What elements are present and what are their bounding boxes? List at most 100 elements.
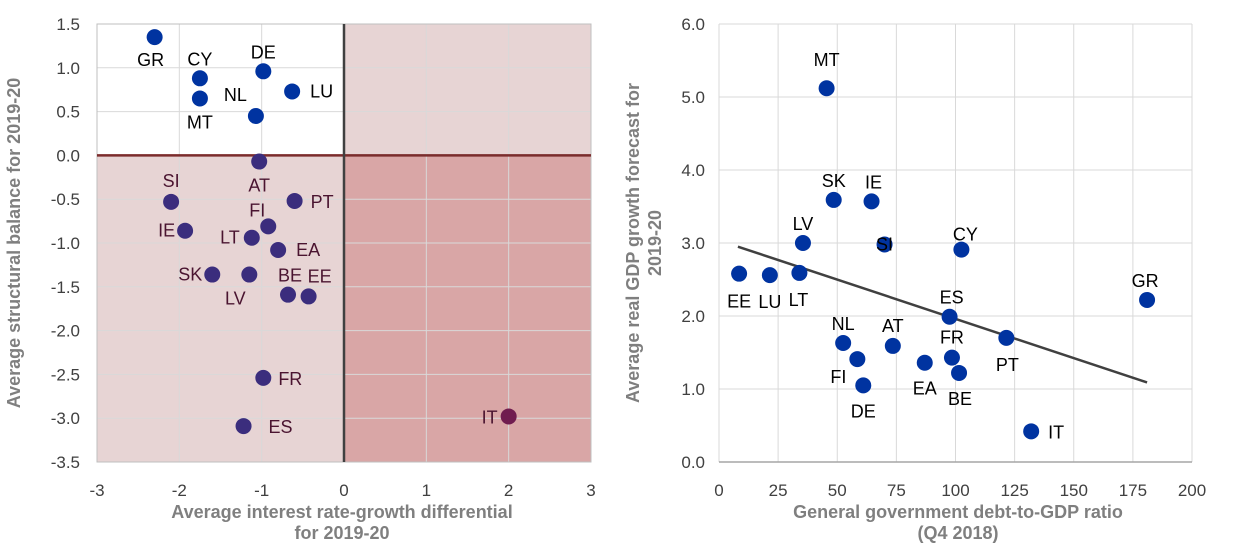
right-point-ee	[731, 265, 748, 282]
left-xtick-label: 3	[586, 481, 595, 500]
right-point-label-gr: GR	[1132, 271, 1159, 291]
left-yaxis-title: Average structural balance for 2019-20	[4, 78, 24, 409]
right-point-label-nl: NL	[832, 314, 855, 334]
right-point-mt	[818, 80, 835, 97]
left-point-label-es: ES	[269, 417, 293, 437]
left-chart: -3 -2 -1 0 1 2 3 1.5 1.0 0.5 0.0 -0.5 -1.0 -1.5 -2.0 -2…	[4, 15, 596, 543]
right-point-label-cy: CY	[953, 225, 978, 245]
left-point-sk	[204, 266, 221, 283]
right-xtick-label: 0	[714, 481, 723, 500]
right-ytick-label: 2.0	[681, 307, 705, 326]
right-point-label-mt: MT	[814, 50, 840, 70]
right-xaxis-title: (Q4 2018)	[917, 523, 998, 543]
left-ytick-label: -2.0	[51, 322, 80, 341]
right-point-be	[951, 364, 968, 381]
left-point-label-nl: NL	[224, 85, 247, 105]
right-point-label-ie: IE	[865, 172, 882, 192]
left-xtick-label: 2	[504, 481, 513, 500]
left-ytick-label: 0.0	[56, 146, 80, 165]
left-ytick-label: -2.5	[51, 365, 80, 384]
right-xtick-label: 50	[828, 481, 847, 500]
right-xtick-label: 125	[1000, 481, 1028, 500]
right-point-gr	[1139, 291, 1156, 308]
right-point-label-lv: LV	[793, 214, 814, 234]
right-point-label-be: BE	[948, 389, 972, 409]
right-point-es	[941, 308, 958, 325]
left-point-label-ee: EE	[308, 266, 332, 286]
left-point-ea	[270, 242, 287, 259]
left-point-mt	[191, 90, 208, 107]
right-point-label-fi: FI	[830, 367, 846, 387]
right-point-sk	[825, 191, 842, 208]
left-point-at	[251, 153, 268, 170]
left-ytick-label: 0.5	[56, 103, 80, 122]
left-point-pt	[286, 192, 303, 209]
left-point-label-si: SI	[163, 171, 180, 191]
left-point-label-ie: IE	[158, 221, 175, 241]
right-xtick-label: 75	[887, 481, 906, 500]
right-xtick-label: 175	[1119, 481, 1147, 500]
right-point-si	[876, 236, 893, 253]
right-point-ie	[863, 193, 880, 210]
left-point-label-gr: GR	[137, 50, 164, 70]
left-ytick-label: -1.0	[51, 234, 80, 253]
left-point-label-mt: MT	[187, 112, 213, 132]
left-point-fr	[255, 369, 272, 386]
left-point-label-lv: LV	[225, 289, 246, 309]
right-ytick-label: 1.0	[681, 380, 705, 399]
left-ytick-label: 1.0	[56, 59, 80, 78]
right-point-label-lt: LT	[789, 290, 809, 310]
right-point-lu	[761, 267, 778, 284]
right-point-label-si: SI	[876, 234, 893, 254]
left-xtick-label: -3	[89, 481, 104, 500]
left-point-label-lu: LU	[310, 81, 333, 101]
left-point-label-pt: PT	[311, 192, 334, 212]
left-point-label-fi: FI	[249, 200, 265, 220]
right-point-at	[884, 337, 901, 354]
left-ytick-label: -1.5	[51, 278, 80, 297]
right-ytick-label: 5.0	[681, 88, 705, 107]
right-xtick-label: 150	[1060, 481, 1088, 500]
right-point-label-ea: EA	[913, 379, 937, 399]
left-point-label-fr: FR	[278, 369, 302, 389]
right-yaxis-title: Average real GDP growth forecast for	[623, 83, 643, 403]
left-shaded-region-1	[344, 24, 591, 156]
right-point-label-de: DE	[851, 401, 876, 421]
right-yaxis-title: 2019-20	[645, 210, 665, 276]
right-point-label-sk: SK	[822, 171, 846, 191]
left-xtick-label: -2	[172, 481, 187, 500]
left-point-lu	[284, 83, 301, 100]
left-point-be	[280, 286, 297, 303]
left-point-de	[255, 63, 272, 80]
right-point-label-ee: EE	[727, 292, 751, 312]
right-xtick-label: 25	[769, 481, 788, 500]
left-xaxis-title: Average interest rate-growth differentia…	[171, 502, 512, 522]
left-xtick-label: 0	[339, 481, 348, 500]
left-xtick-label: -1	[254, 481, 269, 500]
left-point-label-it: IT	[482, 407, 498, 427]
left-point-gr	[146, 29, 163, 46]
left-shaded-region-2	[344, 155, 591, 462]
left-xaxis-title: for 2019-20	[294, 523, 389, 543]
left-point-si	[163, 193, 180, 210]
right-point-cy	[953, 241, 970, 258]
right-point-label-es: ES	[940, 288, 964, 308]
left-point-label-de: DE	[251, 42, 276, 62]
right-point-ea	[916, 354, 933, 371]
left-point-ee	[300, 288, 317, 305]
right-point-fr	[943, 349, 960, 366]
left-point-label-be: BE	[278, 266, 302, 286]
right-ytick-label: 0.0	[681, 453, 705, 472]
left-point-it	[500, 408, 517, 425]
left-point-nl	[247, 107, 264, 124]
left-point-label-lt: LT	[220, 228, 240, 248]
right-point-label-lu: LU	[758, 292, 781, 312]
right-point-fi	[849, 351, 866, 368]
right-point-de	[855, 377, 872, 394]
right-ytick-label: 6.0	[681, 15, 705, 34]
left-point-label-ea: EA	[296, 240, 320, 260]
right-xaxis-title: General government debt-to-GDP ratio	[793, 502, 1123, 522]
right-point-label-at: AT	[882, 316, 904, 336]
right-chart: 0 25 50 75 100 125 150 175 200 6.0 5.0 4.0 3.0 2.0 1.0…	[623, 15, 1206, 543]
left-point-es	[235, 418, 252, 435]
